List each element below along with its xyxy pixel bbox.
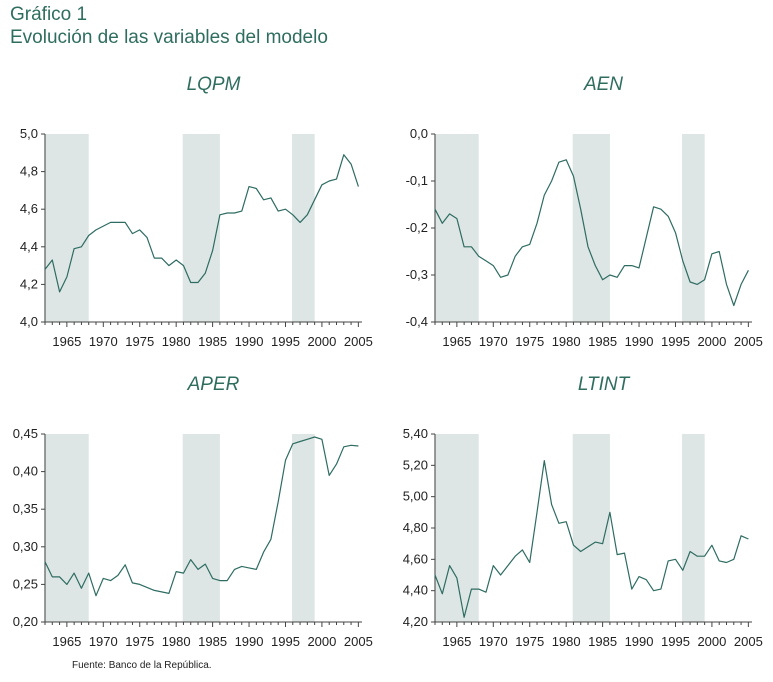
x-tick-label: 1975 [125, 334, 154, 349]
y-tick-label: 5,00 [403, 489, 428, 504]
x-tick-label: 1990 [625, 634, 654, 649]
chart-panel-aen: -0,4 -0,3 -0,2 -0,1 0,0 1965 1970 1975 1980 1985 1… [406, 74, 763, 349]
shaded-period-1 [182, 134, 220, 322]
shaded-period-0 [434, 434, 479, 622]
x-tick-label: 1985 [198, 334, 227, 349]
x-tick-label: 2005 [734, 334, 763, 349]
chart-panel-ltint: 4,20 4,40 4,60 4,80 5,00 5,20 5,40 1965 1970 1975… [403, 374, 763, 649]
y-tick-label: -0,4 [406, 314, 428, 329]
y-tick-label: 4,40 [403, 583, 428, 598]
x-tick-label: 1970 [89, 334, 118, 349]
x-tick-label: 1965 [52, 334, 81, 349]
y-tick-label: 5,40 [403, 426, 428, 441]
series-line [44, 436, 359, 597]
chart-panel-aper: 0,20 0,25 0,30 0,35 0,40 0,45 1965 1970 1975 1980… [13, 374, 373, 649]
shaded-period-1 [572, 434, 610, 622]
x-tick-label: 1995 [271, 634, 300, 649]
y-tick-label: 0,20 [13, 614, 38, 629]
x-tick-label: 2000 [697, 334, 726, 349]
x-tick-label: 1985 [588, 634, 617, 649]
x-tick-label: 1970 [89, 634, 118, 649]
x-tick-label: 1975 [515, 634, 544, 649]
panel-title: AEN [583, 74, 623, 95]
y-tick-label: -0,3 [406, 267, 428, 282]
y-tick-label: 4,6 [20, 201, 38, 216]
y-tick-label: 5,20 [403, 457, 428, 472]
series-line [44, 154, 359, 293]
series-line [434, 459, 749, 618]
x-tick-label: 1990 [235, 634, 264, 649]
y-tick-label: 0,30 [13, 539, 38, 554]
y-tick-label: 4,80 [403, 520, 428, 535]
shaded-period-2 [682, 134, 705, 322]
x-tick-label: 1975 [515, 334, 544, 349]
shaded-period-2 [682, 434, 705, 622]
y-tick-label: 4,8 [20, 164, 38, 179]
y-tick-label: 4,4 [20, 239, 38, 254]
shaded-period-0 [44, 434, 89, 622]
x-tick-label: 2005 [344, 334, 373, 349]
x-tick-label: 1990 [625, 334, 654, 349]
panel-title: LTINT [578, 374, 631, 395]
x-tick-label: 2005 [734, 634, 763, 649]
x-tick-label: 2000 [697, 634, 726, 649]
chart-label: Gráfico 1 [10, 4, 88, 25]
page-title: Evolución de las variables del modelo [10, 27, 328, 48]
y-tick-label: 0,25 [13, 576, 38, 591]
y-tick-label: 0,45 [13, 426, 38, 441]
x-tick-label: 1980 [552, 634, 581, 649]
x-tick-label: 1985 [588, 334, 617, 349]
y-tick-label: 0,35 [13, 501, 38, 516]
y-tick-label: -0,2 [406, 220, 428, 235]
x-tick-label: 1970 [479, 334, 508, 349]
x-tick-label: 1995 [271, 334, 300, 349]
shaded-period-2 [292, 434, 315, 622]
series-line [434, 159, 749, 307]
x-tick-label: 2000 [307, 634, 336, 649]
x-tick-label: 1980 [162, 634, 191, 649]
shaded-period-1 [572, 134, 610, 322]
x-tick-label: 1975 [125, 634, 154, 649]
y-tick-label: 4,2 [20, 276, 38, 291]
x-tick-label: 1965 [442, 334, 471, 349]
y-tick-label: -0,1 [406, 173, 428, 188]
x-tick-label: 1970 [479, 634, 508, 649]
x-tick-label: 1965 [442, 634, 471, 649]
y-tick-label: 4,0 [20, 314, 38, 329]
shaded-period-0 [44, 134, 89, 322]
x-tick-label: 1980 [552, 334, 581, 349]
y-tick-label: 0,40 [13, 464, 38, 479]
chart-panel-lqpm: 4,0 4,2 4,4 4,6 4,8 5,0 1965 1970 1975 1980 1985 19… [20, 74, 373, 349]
x-tick-label: 1995 [661, 334, 690, 349]
y-tick-label: 5,0 [20, 126, 38, 141]
x-tick-label: 1965 [52, 634, 81, 649]
y-tick-label: 0,0 [410, 126, 428, 141]
shaded-period-0 [434, 134, 479, 322]
x-tick-label: 1980 [162, 334, 191, 349]
shaded-period-2 [292, 134, 315, 322]
x-tick-label: 2005 [344, 634, 373, 649]
x-tick-label: 1990 [235, 334, 264, 349]
x-tick-label: 1985 [198, 634, 227, 649]
panel-title: LQPM [187, 74, 241, 95]
y-tick-label: 4,20 [403, 614, 428, 629]
y-tick-label: 4,60 [403, 551, 428, 566]
x-tick-label: 2000 [307, 334, 336, 349]
panel-title: APER [187, 374, 240, 395]
x-tick-label: 1995 [661, 634, 690, 649]
source-note: Fuente: Banco de la República. [72, 660, 212, 671]
shaded-period-1 [182, 434, 220, 622]
